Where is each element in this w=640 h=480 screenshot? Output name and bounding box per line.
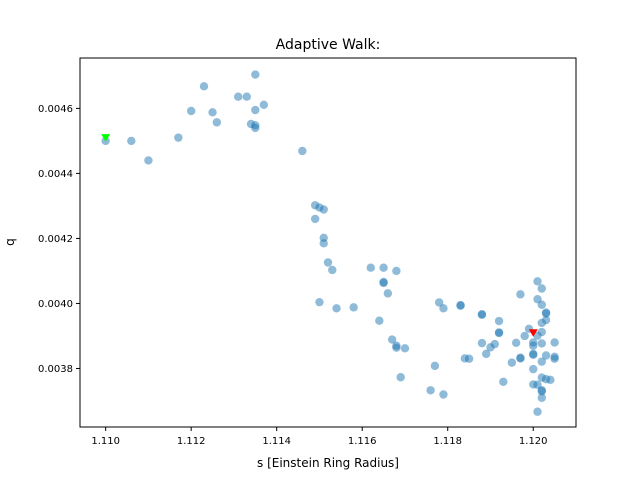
scatter-point	[494, 328, 504, 337]
scatter-point	[400, 344, 410, 353]
scatter-point	[251, 105, 260, 115]
x-axis-ticks: 1.110 1.112 1.114 1.116 1.118 1.120	[91, 427, 548, 447]
scatter-point	[349, 303, 358, 312]
scatter-point	[328, 265, 337, 275]
scatter-point	[208, 108, 217, 117]
scatter-point	[212, 118, 222, 127]
x-tick-label: 1.114	[262, 436, 291, 447]
scatter-point	[529, 364, 538, 374]
x-tick-label: 1.112	[177, 436, 206, 447]
scatter-point	[426, 386, 435, 395]
scatter-point	[379, 278, 388, 288]
scatter-point	[251, 70, 260, 79]
scatter-point	[529, 350, 538, 360]
scatter-point	[516, 354, 525, 363]
plot-frame	[79, 57, 577, 428]
scatter-point	[529, 341, 538, 350]
scatter-point	[541, 351, 551, 360]
scatter-point	[494, 316, 504, 326]
scatter-point	[537, 327, 546, 337]
scatter-point	[520, 331, 529, 341]
scatter-point	[537, 284, 546, 293]
scatter-point	[186, 106, 196, 116]
scatter-point	[392, 266, 401, 276]
scatter-point	[499, 377, 508, 387]
scatter-point	[310, 214, 320, 224]
scatter-point	[439, 304, 448, 313]
scatter-point	[387, 335, 397, 344]
scatter-point	[174, 133, 183, 142]
scatter-point	[379, 263, 388, 272]
scatter-point	[383, 289, 393, 298]
scatter-point	[490, 339, 499, 349]
chart-title: Adaptive Walk:	[276, 37, 381, 53]
scatter-point	[482, 349, 491, 359]
scatter-point	[242, 92, 251, 101]
y-tick-label: 0.0040	[38, 299, 73, 310]
scatter-point	[537, 357, 546, 366]
scatter-point	[477, 338, 487, 348]
x-tick-label: 1.116	[348, 436, 377, 447]
scatter-point	[537, 300, 546, 309]
scatter-point	[375, 316, 384, 325]
scatter-point	[533, 277, 542, 286]
y-tick-label: 0.0046	[38, 104, 73, 115]
scatter-point	[366, 263, 375, 272]
x-tick-label: 1.110	[91, 436, 120, 447]
y-tick-label: 0.0044	[38, 169, 73, 180]
scatter-point	[315, 297, 324, 307]
y-tick-label: 0.0038	[38, 364, 73, 375]
scatter-point	[319, 239, 328, 248]
scatter-point	[456, 300, 465, 310]
scatter-point	[477, 310, 487, 320]
scatter-point	[533, 407, 542, 416]
scatter-point	[434, 298, 444, 307]
start-marker	[101, 134, 111, 142]
scatter-point	[259, 100, 269, 110]
scatter-point	[511, 338, 521, 347]
scatter-point	[323, 258, 333, 267]
scatter-point	[550, 338, 559, 347]
scatter-point	[430, 361, 440, 371]
x-axis-label: s [Einstein Ring Radius]	[257, 456, 399, 470]
scatter-point	[537, 393, 546, 402]
scatter-point	[127, 136, 136, 146]
scatter-point	[507, 358, 517, 367]
scatter-point	[541, 315, 551, 325]
scatter-point	[541, 309, 551, 318]
scatter-point	[464, 354, 474, 363]
scatter-point	[392, 343, 401, 352]
x-tick-label: 1.118	[433, 436, 462, 447]
scatter-point	[546, 375, 555, 385]
y-axis-label: q	[3, 238, 17, 246]
scatter-point	[298, 146, 307, 156]
scatter-point	[199, 82, 209, 91]
scatter-point	[234, 92, 243, 101]
y-tick-label: 0.0042	[38, 234, 73, 245]
scatter-point	[439, 390, 448, 399]
scatter-point	[537, 387, 546, 396]
scatter-point	[332, 304, 341, 313]
scatter-point	[144, 156, 153, 165]
scatter-point	[516, 290, 525, 299]
y-axis-ticks: 0.0038 0.0040 0.0042 0.0044 0.0046	[38, 104, 80, 375]
scatter-point	[537, 339, 546, 348]
scatter-point	[550, 352, 559, 361]
scatter-point	[396, 373, 405, 382]
end-marker	[528, 329, 538, 337]
scatter-point	[251, 121, 260, 130]
x-tick-label: 1.120	[519, 436, 548, 447]
points-layer	[101, 70, 559, 416]
scatter-point	[319, 205, 328, 214]
